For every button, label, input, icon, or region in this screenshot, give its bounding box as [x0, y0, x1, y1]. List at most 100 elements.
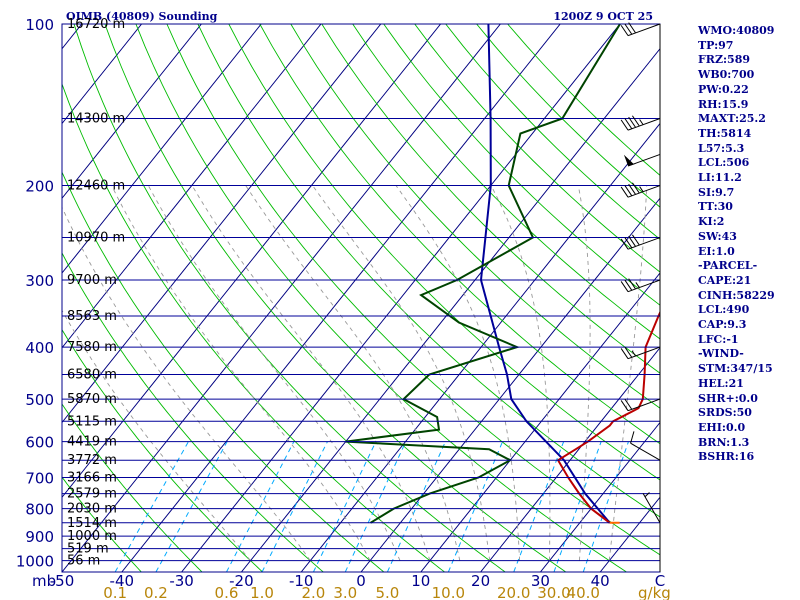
index-item: LCL:490	[698, 303, 750, 317]
mixing-ratio-label: 2.0	[302, 584, 326, 600]
wind-barb-flag	[620, 348, 629, 359]
wind-barb-flag	[628, 235, 636, 247]
height-label: 4419 m	[67, 435, 117, 450]
wind-barb-flag	[624, 185, 633, 197]
wind-barb-shaft	[627, 237, 661, 250]
mixing-ratio-label: 20.0	[497, 584, 530, 600]
mixing-ratio-label: 1.0	[250, 584, 274, 600]
index-item: BSHR:16	[698, 450, 755, 464]
wind-barb	[623, 153, 661, 167]
wind-barb	[620, 398, 661, 412]
height-label: 14300 m	[67, 111, 125, 126]
dry-adiabat-line	[135, 24, 627, 572]
mixing-ratio-line	[226, 441, 295, 572]
wind-barb-shaft	[627, 346, 661, 360]
isotherm-line	[62, 24, 322, 349]
index-item: KI:2	[698, 215, 725, 229]
pressure-tick-label: 600	[25, 434, 54, 452]
dry-adiabat-line	[414, 24, 660, 273]
pressure-tick-label: 500	[25, 391, 54, 409]
dry-adiabat-line	[104, 24, 567, 572]
temperature-tick-label: -10	[289, 572, 314, 590]
wind-barb-half	[639, 119, 644, 125]
mixing-ratio-line	[155, 441, 228, 572]
dry-adiabat-line	[62, 82, 445, 572]
temperature-tick-label: C	[655, 572, 665, 590]
height-label: 1514 m	[67, 516, 117, 531]
wind-barb-shaft	[627, 153, 661, 167]
isotherm-line	[360, 197, 660, 572]
wind-barb-pennant	[623, 154, 634, 167]
index-item: SW:43	[698, 229, 737, 243]
index-item: BRN:1.3	[698, 435, 750, 449]
isotherm-line	[62, 24, 262, 274]
dry-adiabat-line	[352, 24, 660, 340]
height-label: 12460 m	[67, 179, 125, 194]
wind-barb-shaft	[627, 23, 661, 37]
height-label: 3772 m	[67, 453, 117, 468]
temperature-tick-label: 20	[471, 572, 490, 590]
wind-barb-flag	[631, 115, 640, 127]
height-label: 7580 m	[67, 340, 117, 355]
dry-adiabat-line	[197, 24, 660, 518]
index-item: L57:5.3	[698, 141, 745, 155]
height-label: 519 m	[67, 542, 109, 557]
index-item: SI:9.7	[698, 185, 735, 199]
wind-barb-shaft	[630, 442, 661, 461]
pressure-unit-label: mb	[32, 572, 56, 590]
wind-barb-shaft	[627, 279, 661, 293]
chart-date: 1200Z 9 OCT 25	[553, 10, 653, 23]
dry-adiabat-line	[383, 24, 660, 306]
wind-barb	[620, 234, 661, 250]
dry-adiabat-line	[62, 252, 324, 572]
wind-barb-shaft	[627, 118, 661, 131]
index-item: LCL:506	[698, 156, 750, 170]
wind-barb-half	[635, 282, 640, 288]
wind-barb-flag	[628, 116, 636, 128]
dry-adiabat-line	[166, 24, 660, 556]
pressure-tick-label: 100	[25, 16, 54, 34]
moist-adiabat-line	[245, 185, 461, 561]
wind-barb	[620, 115, 661, 131]
dry-adiabat-line	[290, 24, 660, 409]
wind-barb-flag	[624, 118, 633, 130]
wind-barb	[642, 492, 661, 524]
wind-barb-half	[631, 350, 636, 357]
mixing-ratio-line	[261, 441, 328, 572]
height-label: 6580 m	[67, 368, 117, 383]
dry-adiabat-line	[259, 24, 660, 445]
index-item: RH:15.9	[698, 97, 749, 111]
index-item: -PARCEL-	[698, 259, 758, 273]
mixing-ratio-line	[447, 441, 504, 572]
wind-barb-flag	[624, 398, 633, 410]
wind-barb-shaft	[627, 398, 661, 412]
isotherm-line	[62, 24, 441, 499]
temperature-tick-label: 10	[411, 572, 430, 590]
index-item: TT:30	[698, 200, 733, 214]
height-label: 2579 m	[67, 487, 117, 502]
height-label: 3166 m	[67, 471, 117, 486]
index-item: SRDS:50	[698, 406, 752, 420]
wind-barb-flag	[624, 23, 633, 35]
index-item: WB0:700	[698, 68, 755, 82]
wind-barb	[620, 346, 661, 360]
mixing-ratio-label: 0.1	[103, 584, 127, 600]
index-item: FRZ:589	[698, 53, 751, 67]
pressure-tick-label: 1000	[16, 553, 54, 571]
height-label: 5115 m	[67, 414, 117, 429]
wind-barb-half	[644, 492, 650, 498]
wind-barb	[620, 278, 661, 293]
wind-barb-flag	[620, 119, 629, 131]
indices-panel: WMO:40809 TP:97 FRZ:589 WB0:700 PW:0.22 RH:15…	[698, 24, 798, 465]
mixing-ratio-line	[386, 441, 446, 572]
isotherm-line	[480, 346, 660, 572]
isotherm-line	[62, 24, 382, 424]
moist-adiabat-line	[191, 185, 431, 561]
isotherm-line	[540, 421, 660, 572]
temperature-tick-label: -40	[110, 572, 135, 590]
height-label: 10970 m	[67, 231, 125, 246]
dry-adiabat-line	[62, 328, 263, 572]
wind-barb-flag	[628, 278, 636, 290]
temperature-tick-label: -50	[50, 572, 75, 590]
